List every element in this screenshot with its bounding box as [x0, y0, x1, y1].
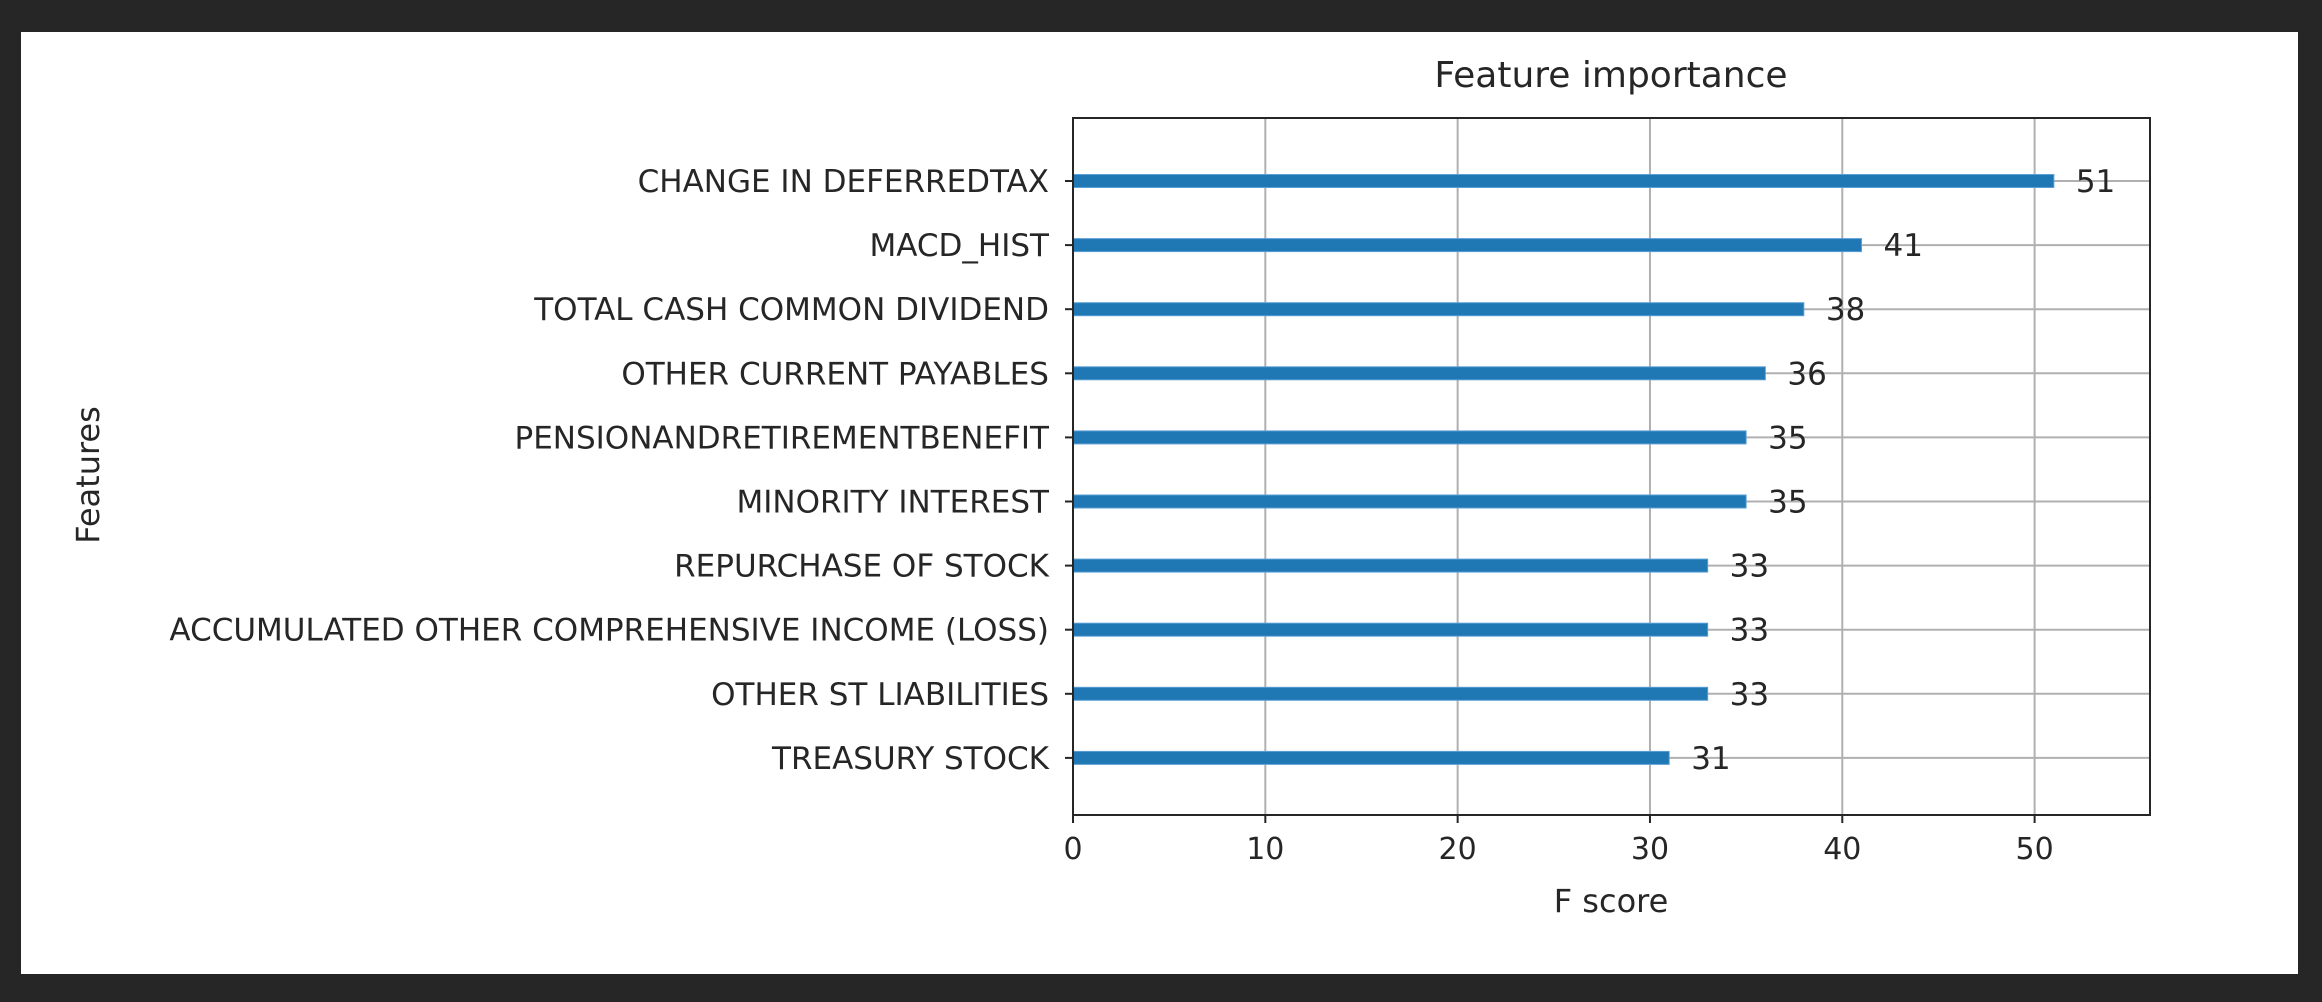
bar: [1072, 558, 1709, 573]
bar: [1072, 238, 1863, 253]
bar: [1072, 366, 1766, 381]
x-tick-label: 0: [1063, 832, 1082, 867]
chart-frame: 51 41 38 36 35 35 33 33 33 31 0 10 20 30 40 50 CHANGE I…: [21, 32, 2298, 974]
data-label: 35: [1768, 485, 1807, 521]
y-tick-label: REPURCHASE OF STOCK: [674, 549, 1050, 585]
data-label: 36: [1787, 356, 1826, 392]
data-label: 51: [2076, 164, 2115, 200]
bar: [1072, 686, 1709, 701]
x-tick-label: 20: [1439, 832, 1477, 867]
data-label: 33: [1730, 549, 1769, 585]
y-axis-label: Features: [69, 406, 107, 544]
plot-frame: [1072, 117, 2151, 816]
data-label: 41: [1884, 228, 1923, 264]
x-tick-label: 10: [1246, 832, 1284, 867]
x-tick-label: 50: [2016, 832, 2054, 867]
data-label: 33: [1730, 677, 1769, 713]
data-label: 38: [1826, 292, 1865, 328]
y-tick-label: OTHER CURRENT PAYABLES: [621, 356, 1049, 392]
x-axis-label: F score: [1554, 882, 1669, 920]
data-label: 33: [1730, 613, 1769, 649]
bar: [1072, 430, 1747, 445]
data-label: 31: [1691, 741, 1730, 777]
x-tick-label: 30: [1631, 832, 1669, 867]
data-label: 35: [1768, 420, 1807, 456]
y-tick-label: MINORITY INTEREST: [737, 485, 1051, 521]
bar: [1072, 750, 1670, 765]
y-tick-label: TOTAL CASH COMMON DIVIDEND: [533, 292, 1049, 328]
y-tick-label: PENSIONANDRETIREMENTBENEFIT: [515, 420, 1051, 456]
y-tick-label: ACCUMULATED OTHER COMPREHENSIVE INCOME (…: [169, 613, 1049, 649]
bar: [1072, 174, 2055, 188]
chart-title: Feature importance: [1434, 55, 1787, 96]
y-tick-label: CHANGE IN DEFERREDTAX: [638, 164, 1049, 200]
axis-layer: 0 10 20 30 40 50 CHANGE IN DEFERREDTAX MACD_HIS…: [169, 164, 2053, 867]
y-tick-label: TREASURY STOCK: [771, 741, 1050, 777]
bar: [1072, 302, 1805, 317]
x-tick-label: 40: [1823, 832, 1861, 867]
y-tick-label: MACD_HIST: [870, 228, 1051, 264]
y-tick-label: OTHER ST LIABILITIES: [711, 677, 1049, 713]
bar: [1072, 494, 1747, 509]
bar: [1072, 622, 1709, 637]
